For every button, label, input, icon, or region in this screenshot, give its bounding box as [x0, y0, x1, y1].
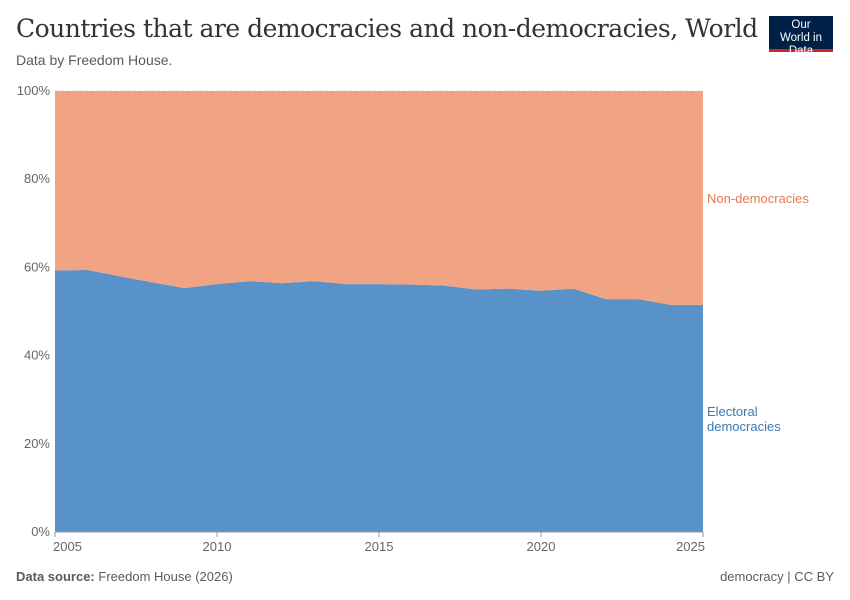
data-source: Data source: Freedom House (2026) — [16, 569, 233, 584]
y-tick-label: 60% — [24, 259, 50, 274]
y-tick-label: 80% — [24, 171, 50, 186]
x-tick-label: 2010 — [203, 539, 232, 554]
chart-subtitle: Data by Freedom House. — [16, 52, 173, 68]
x-tick-label: 2005 — [53, 539, 82, 554]
source-link[interactable]: Freedom House (2026) — [98, 569, 233, 584]
source-label: Data source: — [16, 569, 95, 584]
area-non-democracies — [55, 91, 703, 305]
y-tick-label: 20% — [24, 436, 50, 451]
legend-label-electoral-democracies-line2: democracies — [707, 419, 781, 434]
y-tick-label: 0% — [31, 524, 50, 539]
y-tick-label: 40% — [24, 348, 50, 363]
y-tick-label: 100% — [17, 83, 51, 98]
chart-title: Countries that are democracies and non-d… — [16, 14, 758, 43]
legend-label-non-democracies: Non-democracies — [707, 191, 809, 206]
x-tick-label: 2015 — [365, 539, 394, 554]
x-tick-label: 2025 — [676, 539, 705, 554]
legend-label-electoral-democracies-line1: Electoral — [707, 404, 758, 419]
license[interactable]: democracy | CC BY — [720, 569, 834, 584]
area-electoral-democracies — [55, 270, 703, 532]
x-tick-label: 2020 — [527, 539, 556, 554]
logo-text: Our World in Data — [780, 19, 822, 57]
owid-logo[interactable]: Our World in Data — [769, 16, 833, 57]
